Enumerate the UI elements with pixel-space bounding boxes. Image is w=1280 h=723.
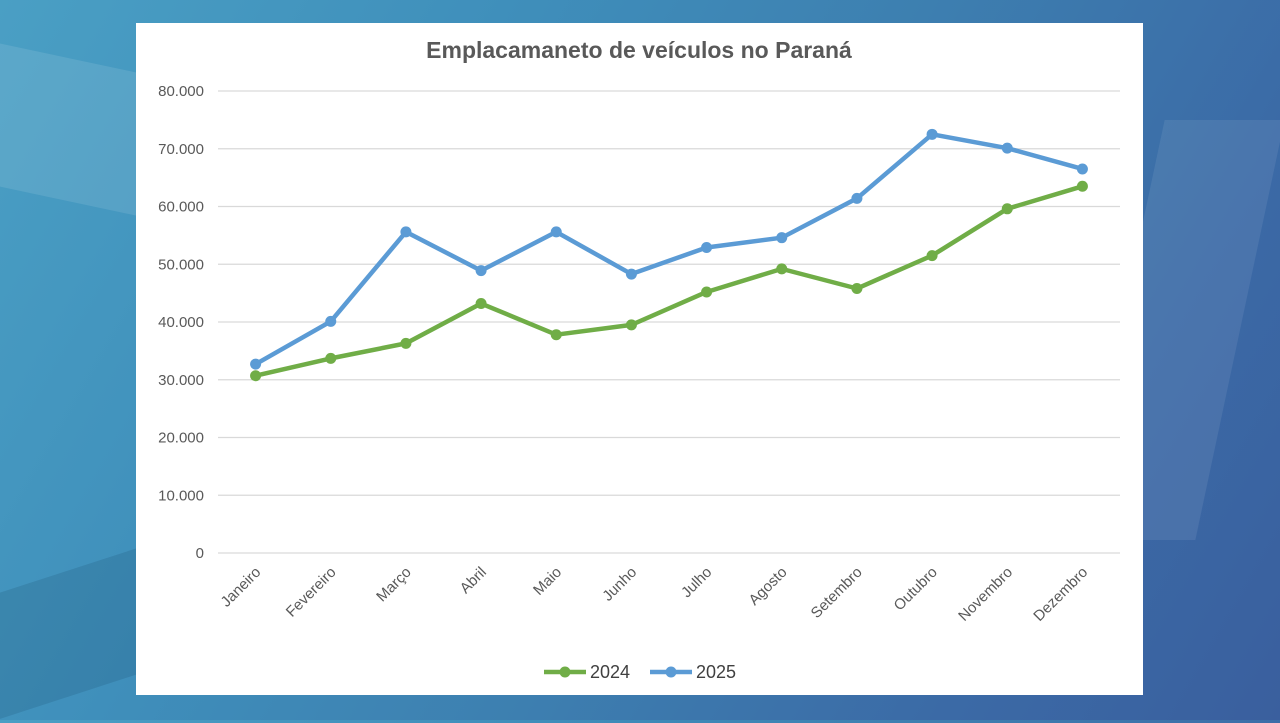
x-tick-label: Novembro bbox=[955, 564, 1016, 625]
data-point bbox=[926, 250, 938, 262]
data-point bbox=[926, 128, 938, 140]
y-tick-label: 10.000 bbox=[158, 487, 204, 504]
series-2024 bbox=[250, 180, 1088, 382]
y-tick-label: 20.000 bbox=[158, 430, 204, 447]
x-tick-label: Março bbox=[373, 564, 414, 605]
gridlines bbox=[218, 90, 1120, 554]
y-tick-label: 70.000 bbox=[158, 141, 204, 158]
data-point bbox=[325, 352, 337, 364]
data-point bbox=[1001, 203, 1013, 215]
x-tick-label: Julho bbox=[678, 564, 715, 601]
data-point bbox=[701, 286, 713, 298]
x-tick-label: Outubro bbox=[891, 564, 941, 614]
data-point bbox=[400, 226, 412, 238]
x-tick-label: Setembro bbox=[808, 564, 866, 622]
y-tick-label: 40.000 bbox=[158, 314, 204, 331]
x-tick-label: Junho bbox=[599, 564, 640, 605]
y-tick-label: 0 bbox=[196, 545, 204, 562]
legend-item-2024: 2024 bbox=[544, 662, 630, 682]
data-point bbox=[475, 265, 487, 277]
x-tick-label: Agosto bbox=[746, 564, 791, 609]
chart-title: Emplacamaneto de veículos no Paraná bbox=[426, 37, 852, 63]
series-2025 bbox=[250, 128, 1088, 370]
data-point bbox=[550, 329, 562, 341]
legend-label: 2024 bbox=[590, 662, 630, 682]
x-tick-label: Abril bbox=[457, 564, 490, 597]
legend-label: 2025 bbox=[696, 662, 736, 682]
data-point bbox=[250, 370, 262, 382]
legend: 2024 2025 bbox=[544, 662, 736, 682]
data-point bbox=[776, 232, 788, 244]
data-point bbox=[851, 192, 863, 204]
data-point bbox=[1076, 163, 1088, 175]
y-tick-label: 50.000 bbox=[158, 256, 204, 273]
series-group bbox=[250, 128, 1088, 382]
y-tick-label: 60.000 bbox=[158, 199, 204, 216]
y-tick-label: 30.000 bbox=[158, 372, 204, 389]
data-point bbox=[625, 268, 637, 280]
data-point bbox=[325, 315, 337, 327]
data-point bbox=[851, 283, 863, 295]
y-tick-label: 80.000 bbox=[158, 83, 204, 100]
line-chart: Emplacamaneto de veículos no Paraná 0 10.… bbox=[158, 37, 1120, 682]
data-point bbox=[1076, 180, 1088, 192]
series-line-2024 bbox=[253, 184, 1085, 378]
data-point bbox=[475, 298, 487, 310]
legend-swatch-marker bbox=[665, 666, 677, 678]
data-point bbox=[400, 337, 412, 349]
x-axis-ticks: Janeiro Fevereiro Março Abril Maio Junho Julho… bbox=[218, 564, 1092, 625]
data-point bbox=[250, 358, 262, 370]
data-point bbox=[776, 263, 788, 275]
data-point bbox=[1001, 142, 1013, 154]
data-point bbox=[550, 226, 562, 238]
legend-item-2025: 2025 bbox=[650, 662, 736, 682]
x-tick-label: Dezembro bbox=[1030, 564, 1091, 625]
x-tick-label: Janeiro bbox=[218, 564, 265, 611]
y-axis-ticks: 0 10.000 20.000 30.000 40.000 50.000 60.000 70.… bbox=[158, 83, 204, 562]
x-tick-label: Fevereiro bbox=[283, 564, 340, 621]
data-point bbox=[701, 242, 713, 254]
chart-panel: Emplacamaneto de veículos no Paraná 0 10.… bbox=[136, 23, 1143, 695]
x-tick-label: Maio bbox=[530, 564, 565, 599]
series-line-2025 bbox=[253, 132, 1085, 367]
legend-swatch-marker bbox=[559, 666, 571, 678]
data-point bbox=[625, 319, 637, 331]
